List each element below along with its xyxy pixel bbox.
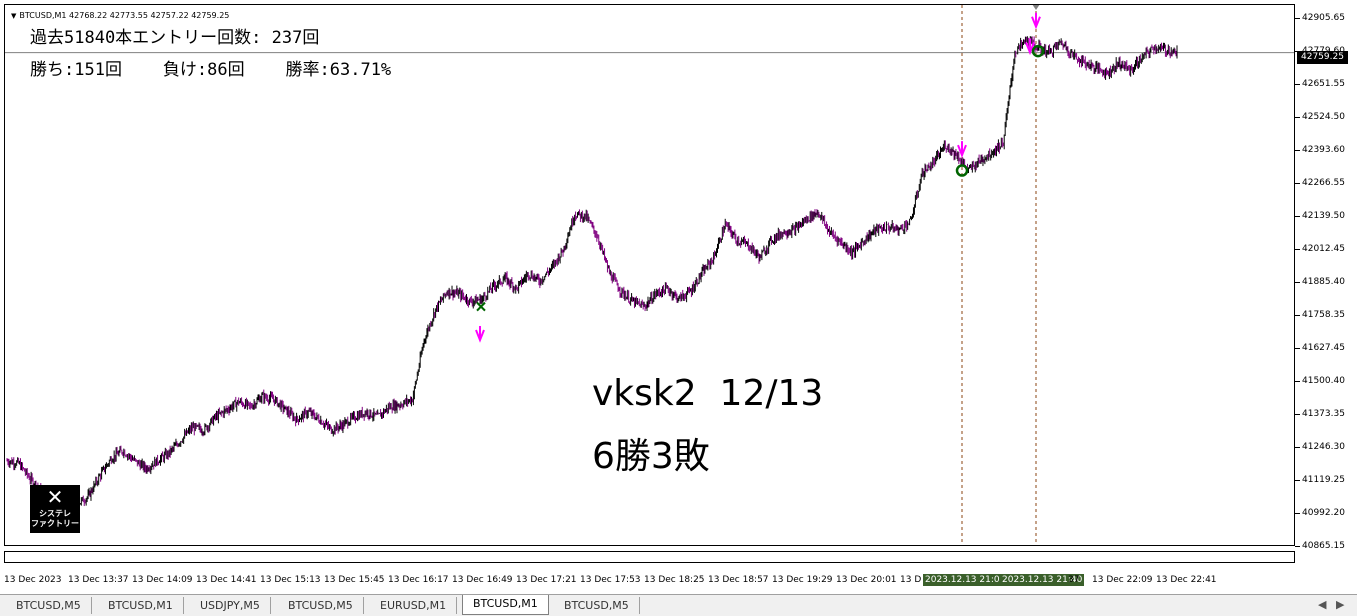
sell-arrow-icon (475, 326, 485, 343)
price-tick-mark (1295, 348, 1300, 349)
sell-arrow-icon (957, 141, 967, 158)
time-tick-label: 13 Dec 19:29 (772, 575, 833, 585)
price-tick-mark (1295, 282, 1300, 283)
price-tick-label: 41500.40 (1302, 376, 1345, 386)
candlestick-plot (5, 5, 1294, 545)
price-tick-mark (1295, 84, 1300, 85)
chart-tab[interactable]: BTCUSD,M1 (98, 597, 184, 614)
price-tick-mark (1295, 315, 1300, 316)
time-tick-label: 13 Dec 18:57 (708, 575, 769, 585)
scroll-marker-icon (1032, 5, 1040, 10)
price-tick-mark (1295, 513, 1300, 514)
price-tick-label: 42651.55 (1302, 79, 1345, 89)
price-tick-mark (1295, 414, 1300, 415)
chart-tab[interactable]: BTCUSD,M5 (6, 597, 92, 614)
price-tick-label: 41758.35 (1302, 310, 1345, 320)
price-tick-label: 42524.50 (1302, 112, 1345, 122)
win-loss-text: 勝ち:151回 負け:86回 勝率:63.71% (30, 60, 392, 80)
price-tick-label: 41246.30 (1302, 442, 1345, 452)
time-tick-label: 13 Dec 22:09 (1092, 575, 1153, 585)
loss-cross-icon (476, 301, 486, 312)
time-tick-label: 13 Dec 16:17 (388, 575, 449, 585)
time-tick-label: 13 Dec 14:41 (196, 575, 257, 585)
current-price-badge: 42759.25 (1297, 51, 1348, 64)
price-tick-mark (1295, 150, 1300, 151)
price-tick-mark (1295, 546, 1300, 547)
sell-arrow-icon (1031, 12, 1041, 30)
chart-tab[interactable]: BTCUSD,M5 (554, 597, 640, 614)
price-tick-mark (1295, 216, 1300, 217)
price-axis[interactable]: 42905.6542779.6042651.5542524.5042393.60… (1295, 4, 1357, 551)
indicator-subwindow[interactable] (4, 551, 1295, 563)
price-tick-label: 42905.65 (1302, 13, 1345, 23)
price-tick-label: 40992.20 (1302, 508, 1345, 518)
time-tick-label: 13 Dec 15:13 (260, 575, 321, 585)
time-tick-label: 13 Dec 17:21 (516, 575, 577, 585)
chart-tab[interactable]: USDJPY,M5 (190, 597, 271, 614)
price-tick-label: 41885.40 (1302, 277, 1345, 287)
tab-scroll-left-icon[interactable]: ◀ (1318, 598, 1327, 611)
price-tick-label: 42393.60 (1302, 145, 1345, 155)
time-tick-label: 13 Dec 13:37 (68, 575, 129, 585)
time-crosshair-label: 2023.12.13 21:03 (923, 574, 1008, 586)
time-tick-label: 13 Dec 2023 (4, 575, 62, 585)
time-tick-label: 13 Dec 16:49 (452, 575, 513, 585)
note-result: 6勝3敗 (592, 436, 710, 477)
price-tick-label: 42012.45 (1302, 244, 1345, 254)
time-crosshair-label: 2023.12.13 21:40 (1000, 574, 1085, 586)
price-chart[interactable]: ▼ BTCUSD,M1 42768.22 42773.55 42757.22 42… (4, 4, 1295, 546)
time-tick-label: 37 (1068, 575, 1080, 585)
price-tick-mark (1295, 381, 1300, 382)
chart-tab[interactable]: EURUSD,M1 (370, 597, 458, 614)
time-tick-label: 13 D (900, 575, 922, 585)
symbol-info: ▼ BTCUSD,M1 42768.22 42773.55 42757.22 42… (11, 11, 230, 20)
systre-factory-logo: ✕ システレ ファクトリー (30, 485, 80, 533)
note-title: vksk2 12/13 (592, 373, 824, 414)
price-tick-label: 40865.15 (1302, 541, 1345, 551)
time-axis[interactable]: 13 Dec 2023 13 Dec 13:37 13 Dec 14:09 13 De… (4, 574, 1295, 588)
time-tick-label: 13 Dec 14:09 (132, 575, 193, 585)
sell-arrow-icon (1025, 38, 1035, 56)
time-tick-label: 13 Dec 17:53 (580, 575, 641, 585)
time-tick-label: 13 Dec 15:45 (324, 575, 385, 585)
time-tick-label: 13 Dec 18:25 (644, 575, 705, 585)
price-tick-mark (1295, 18, 1300, 19)
entry-count-text: 過去51840本エントリー回数: 237回 (30, 28, 320, 48)
tools-icon: ✕ (46, 485, 64, 509)
price-tick-label: 42266.55 (1302, 178, 1345, 188)
price-tick-label: 41373.35 (1302, 409, 1345, 419)
time-tick-label: 13 Dec 22:41 (1156, 575, 1217, 585)
chart-tab[interactable]: BTCUSD,M1 (462, 595, 549, 615)
price-tick-mark (1295, 183, 1300, 184)
price-tick-label: 42139.50 (1302, 211, 1345, 221)
price-tick-label: 41627.45 (1302, 343, 1345, 353)
price-tick-mark (1295, 117, 1300, 118)
price-tick-mark (1295, 447, 1300, 448)
chart-tab-bar: BTCUSD,M5 BTCUSD,M1 USDJPY,M5 BTCUSD,M5 EURU… (0, 594, 1357, 616)
price-tick-mark (1295, 249, 1300, 250)
price-tick-mark (1295, 480, 1300, 481)
chart-tab[interactable]: BTCUSD,M5 (278, 597, 364, 614)
tab-scroll-right-icon[interactable]: ▶ (1336, 598, 1345, 611)
collapse-triangle-icon[interactable]: ▼ (11, 12, 17, 20)
win-circle-icon (1031, 44, 1045, 58)
win-circle-icon (955, 164, 969, 177)
price-tick-label: 41119.25 (1302, 475, 1345, 485)
time-tick-label: 13 Dec 20:01 (836, 575, 897, 585)
